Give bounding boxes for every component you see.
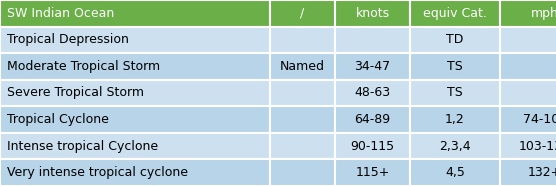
Text: Tropical Cyclone: Tropical Cyclone: [7, 113, 108, 126]
Bar: [270, 159, 335, 186]
Bar: [500, 133, 556, 159]
Bar: [335, 27, 410, 53]
Bar: [0, 53, 270, 80]
Bar: [410, 80, 500, 106]
Text: 115+: 115+: [355, 166, 390, 179]
Text: 34-47: 34-47: [354, 60, 390, 73]
Bar: [410, 106, 500, 133]
Bar: [0, 159, 270, 186]
Bar: [0, 27, 270, 53]
Bar: [0, 0, 270, 27]
Bar: [270, 0, 335, 27]
Bar: [500, 27, 556, 53]
Bar: [410, 0, 500, 27]
Bar: [335, 133, 410, 159]
Text: 2,3,4: 2,3,4: [439, 140, 471, 153]
Text: 64-89: 64-89: [354, 113, 390, 126]
Bar: [270, 80, 335, 106]
Bar: [335, 53, 410, 80]
Text: knots: knots: [355, 7, 390, 20]
Text: TS: TS: [447, 60, 463, 73]
Bar: [410, 53, 500, 80]
Bar: [410, 159, 500, 186]
Text: 90-115: 90-115: [350, 140, 395, 153]
Text: TS: TS: [447, 86, 463, 100]
Bar: [335, 0, 410, 27]
Text: Very intense tropical cyclone: Very intense tropical cyclone: [7, 166, 188, 179]
Text: Named: Named: [280, 60, 325, 73]
Text: 48-63: 48-63: [354, 86, 390, 100]
Text: Moderate Tropical Storm: Moderate Tropical Storm: [7, 60, 160, 73]
Text: TD: TD: [446, 33, 464, 46]
Text: 103-132: 103-132: [519, 140, 556, 153]
Bar: [335, 80, 410, 106]
Text: SW Indian Ocean: SW Indian Ocean: [7, 7, 114, 20]
Text: Severe Tropical Storm: Severe Tropical Storm: [7, 86, 143, 100]
Bar: [335, 106, 410, 133]
Text: 1,2: 1,2: [445, 113, 465, 126]
Text: 4,5: 4,5: [445, 166, 465, 179]
Bar: [500, 53, 556, 80]
Bar: [410, 133, 500, 159]
Bar: [270, 53, 335, 80]
Bar: [270, 106, 335, 133]
Text: Intense tropical Cyclone: Intense tropical Cyclone: [7, 140, 158, 153]
Bar: [500, 106, 556, 133]
Text: 132+: 132+: [528, 166, 556, 179]
Bar: [0, 133, 270, 159]
Text: /: /: [300, 7, 305, 20]
Bar: [270, 27, 335, 53]
Text: mph: mph: [531, 7, 556, 20]
Bar: [410, 27, 500, 53]
Bar: [500, 80, 556, 106]
Bar: [0, 80, 270, 106]
Text: Tropical Depression: Tropical Depression: [7, 33, 128, 46]
Bar: [335, 159, 410, 186]
Bar: [500, 0, 556, 27]
Bar: [500, 159, 556, 186]
Bar: [270, 133, 335, 159]
Text: equiv Cat.: equiv Cat.: [423, 7, 487, 20]
Text: 74-102: 74-102: [523, 113, 556, 126]
Bar: [0, 106, 270, 133]
